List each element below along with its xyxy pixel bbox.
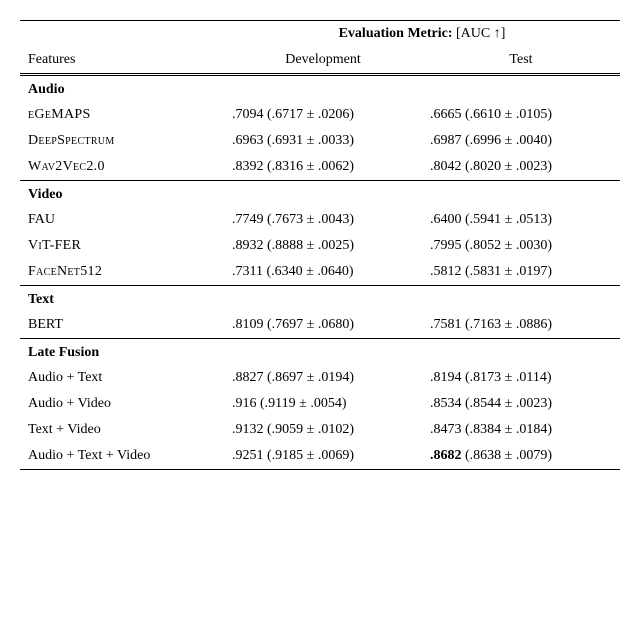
dev-header: Development — [224, 47, 422, 75]
test-value: .5812 (.5831 ± .0197) — [422, 259, 620, 286]
test-value: .6665 (.6610 ± .0105) — [422, 102, 620, 128]
test-value-bold: .8682 — [430, 448, 462, 463]
table-row: Wav2Vec2.0.8392 (.8316 ± .0062).8042 (.8… — [20, 154, 620, 181]
section-title: Late Fusion — [20, 339, 620, 366]
dev-value: .6963 (.6931 ± .0033) — [224, 128, 422, 154]
table-row: BERT.8109 (.7697 ± .0680).7581 (.7163 ± … — [20, 312, 620, 339]
table-row: FaceNet512.7311 (.6340 ± .0640).5812 (.5… — [20, 259, 620, 286]
table-row: Text + Video.9132 (.9059 ± .0102).8473 (… — [20, 417, 620, 443]
feature-name: Audio + Text + Video — [20, 443, 224, 470]
results-table: Evaluation Metric: [AUC ↑] Features Deve… — [20, 20, 620, 470]
test-value: .8042 (.8020 ± .0023) — [422, 154, 620, 181]
test-header: Test — [422, 47, 620, 75]
test-value: .8534 (.8544 ± .0023) — [422, 391, 620, 417]
dev-value: .7094 (.6717 ± .0206) — [224, 102, 422, 128]
table-row: FAU.7749 (.7673 ± .0043).6400 (.5941 ± .… — [20, 207, 620, 233]
table-row: eGeMAPS.7094 (.6717 ± .0206).6665 (.6610… — [20, 102, 620, 128]
feature-name: ViT-FER — [20, 233, 224, 259]
header-row-1: Evaluation Metric: [AUC ↑] — [20, 21, 620, 48]
section-title: Audio — [20, 75, 620, 103]
table-row: ViT-FER.8932 (.8888 ± .0025).7995 (.8052… — [20, 233, 620, 259]
dev-value: .916 (.9119 ± .0054) — [224, 391, 422, 417]
feature-name: eGeMAPS — [20, 102, 224, 128]
section-header: Video — [20, 181, 620, 208]
dev-value: .7311 (.6340 ± .0640) — [224, 259, 422, 286]
section-header: Text — [20, 286, 620, 313]
section-title: Text — [20, 286, 620, 313]
dev-value: .7749 (.7673 ± .0043) — [224, 207, 422, 233]
section-title: Video — [20, 181, 620, 208]
dev-value: .9251 (.9185 ± .0069) — [224, 443, 422, 470]
feature-name: FaceNet512 — [20, 259, 224, 286]
table-row: Audio + Text.8827 (.8697 ± .0194).8194 (… — [20, 365, 620, 391]
feature-name: Wav2Vec2.0 — [20, 154, 224, 181]
feature-name: BERT — [20, 312, 224, 339]
section-header: Audio — [20, 75, 620, 103]
test-value: .6987 (.6996 ± .0040) — [422, 128, 620, 154]
test-value: .8194 (.8173 ± .0114) — [422, 365, 620, 391]
metric-header: Evaluation Metric: [AUC ↑] — [224, 21, 620, 48]
feature-name: Text + Video — [20, 417, 224, 443]
metric-label-bold: Evaluation Metric: — [339, 26, 453, 41]
test-value: .8473 (.8384 ± .0184) — [422, 417, 620, 443]
table-row: Audio + Video.916 (.9119 ± .0054).8534 (… — [20, 391, 620, 417]
test-value-rest: (.8638 ± .0079) — [462, 448, 553, 463]
dev-value: .8109 (.7697 ± .0680) — [224, 312, 422, 339]
dev-value: .9132 (.9059 ± .0102) — [224, 417, 422, 443]
dev-value: .8392 (.8316 ± .0062) — [224, 154, 422, 181]
dev-value: .8827 (.8697 ± .0194) — [224, 365, 422, 391]
table-row: DeepSpectrum.6963 (.6931 ± .0033).6987 (… — [20, 128, 620, 154]
table-row: Audio + Text + Video.9251 (.9185 ± .0069… — [20, 443, 620, 470]
features-header: Features — [20, 47, 224, 75]
feature-name: FAU — [20, 207, 224, 233]
header-row-2: Features Development Test — [20, 47, 620, 75]
test-value: .7995 (.8052 ± .0030) — [422, 233, 620, 259]
test-value: .8682 (.8638 ± .0079) — [422, 443, 620, 470]
metric-value: [AUC ↑] — [453, 26, 506, 41]
feature-name: Audio + Text — [20, 365, 224, 391]
results-table-container: Evaluation Metric: [AUC ↑] Features Deve… — [20, 20, 620, 470]
test-value: .6400 (.5941 ± .0513) — [422, 207, 620, 233]
section-header: Late Fusion — [20, 339, 620, 366]
feature-name: DeepSpectrum — [20, 128, 224, 154]
test-value: .7581 (.7163 ± .0886) — [422, 312, 620, 339]
dev-value: .8932 (.8888 ± .0025) — [224, 233, 422, 259]
feature-name: Audio + Video — [20, 391, 224, 417]
